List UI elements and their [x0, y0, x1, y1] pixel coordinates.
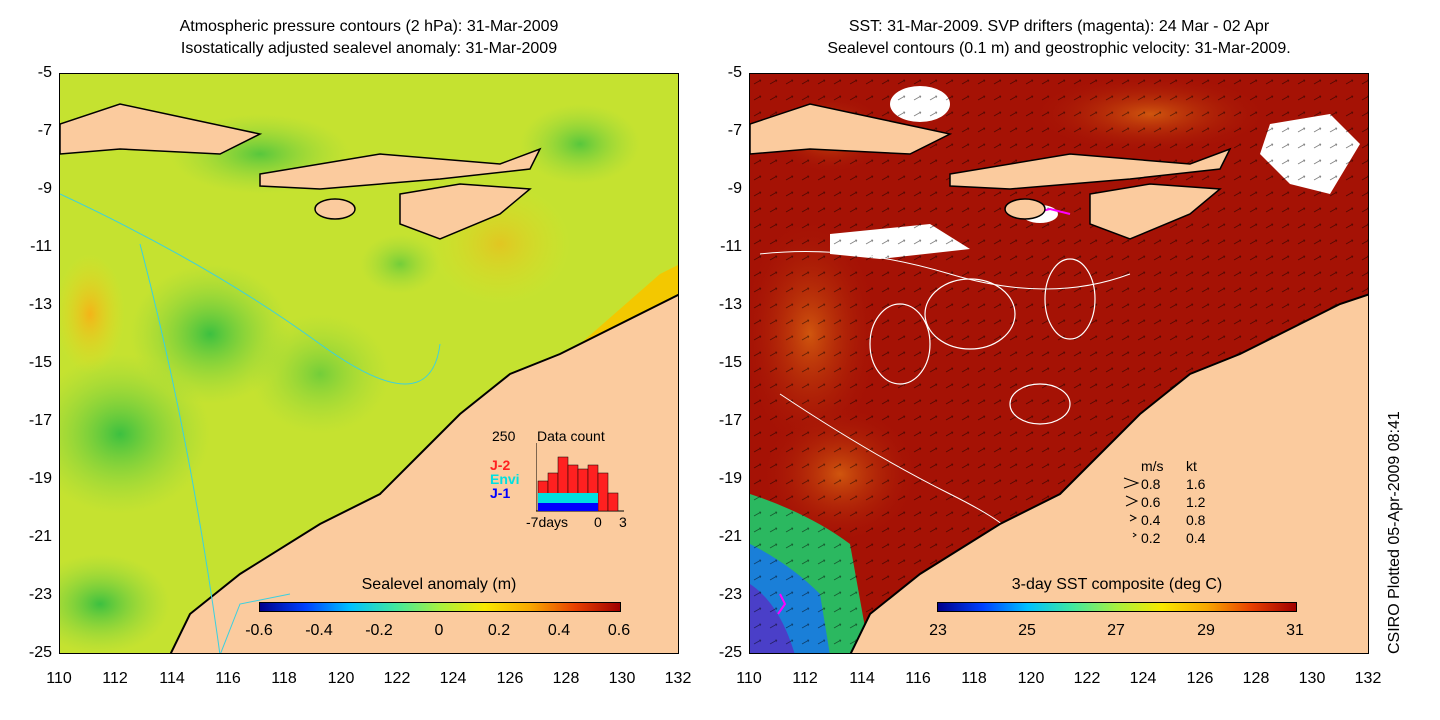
left-colorbar-label: 0.4 — [547, 622, 571, 639]
right-x-tick: 130 — [1298, 670, 1326, 687]
right-y-tick: -19 — [718, 470, 742, 487]
left-x-tick: 118 — [271, 670, 297, 687]
right-colorbar-label: 27 — [1107, 622, 1125, 639]
plot-credit: CSIRO Plotted 05-Apr-2009 08:41 — [1386, 411, 1403, 654]
right-y-tick: -7 — [727, 122, 742, 139]
right-x-tick: 114 — [849, 670, 875, 687]
data-count-max-label: 250 — [492, 428, 516, 444]
right-y-tick: -15 — [718, 354, 742, 371]
sst-map — [749, 73, 1369, 654]
right-y-tick: -11 — [720, 238, 742, 255]
left-colorbar-label: -0.2 — [365, 622, 393, 639]
velocity-legend-header-kt: kt — [1186, 458, 1197, 474]
sst-field — [750, 74, 1368, 653]
left-y-tick: -23 — [28, 586, 52, 603]
data-count-x-end: 3 — [619, 514, 627, 530]
left-y-tick: -19 — [28, 470, 52, 487]
right-y-tick: -13 — [718, 296, 742, 313]
right-colorbar-label: 31 — [1286, 622, 1304, 639]
left-title-line2: Isostatically adjusted sealevel anomaly:… — [180, 40, 558, 57]
right-colorbar-label: 23 — [929, 622, 947, 639]
left-x-tick: 126 — [496, 670, 524, 687]
right-x-tick: 124 — [1129, 670, 1157, 687]
right-x-tick: 132 — [1354, 670, 1382, 687]
left-y-tick: -21 — [28, 528, 52, 545]
left-x-tick: 122 — [383, 670, 411, 687]
left-colorbar — [259, 602, 621, 612]
left-y-tick: -13 — [28, 296, 52, 313]
velocity-legend-ms: 0.6 — [1141, 494, 1161, 510]
right-y-tick: -23 — [718, 586, 742, 603]
left-y-tick: -15 — [28, 354, 52, 371]
left-colorbar-label: 0 — [434, 622, 444, 639]
left-x-tick: 110 — [46, 670, 72, 687]
data-count-x-start: -7days — [526, 514, 569, 530]
velocity-legend-header-ms: m/s — [1141, 458, 1164, 474]
right-y-tick: -25 — [718, 644, 742, 661]
left-x-tick: 130 — [608, 670, 636, 687]
right-y-tick: -5 — [727, 64, 742, 81]
velocity-legend-kt: 1.2 — [1186, 494, 1206, 510]
right-x-tick: 118 — [961, 670, 987, 687]
velocity-legend-ms: 0.8 — [1141, 476, 1161, 492]
right-colorbar-label: 29 — [1197, 622, 1215, 639]
left-colorbar-title: Sealevel anomaly (m) — [361, 576, 517, 593]
left-colorbar-label: -0.6 — [245, 622, 273, 639]
right-y-tick: -9 — [727, 180, 742, 197]
left-y-tick: -25 — [28, 644, 52, 661]
sea-level-anomaly-map — [59, 73, 679, 654]
left-colorbar-label: 0.2 — [487, 622, 511, 639]
left-x-tick: 128 — [552, 670, 580, 687]
right-x-tick: 120 — [1017, 670, 1045, 687]
velocity-legend-kt: 0.8 — [1186, 512, 1206, 528]
sea-level-anomaly-field — [60, 74, 678, 653]
left-x-tick: 132 — [664, 670, 692, 687]
left-x-tick: 124 — [439, 670, 467, 687]
left-colorbar-label: 0.6 — [607, 622, 631, 639]
left-y-tick: -7 — [37, 122, 52, 139]
data-count-histogram — [536, 443, 624, 512]
data-count-series-j1: J-1 — [490, 485, 511, 501]
right-colorbar-label: 25 — [1018, 622, 1036, 639]
velocity-legend-kt: 0.4 — [1186, 530, 1206, 546]
data-count-series-envi: Envi — [490, 471, 520, 487]
left-y-tick: -9 — [37, 180, 52, 197]
velocity-legend-ms: 0.4 — [1141, 512, 1161, 528]
right-colorbar-title: 3-day SST composite (deg C) — [1011, 576, 1223, 593]
right-x-tick: 128 — [1242, 670, 1270, 687]
left-colorbar-label: -0.4 — [305, 622, 333, 639]
right-y-tick: -21 — [718, 528, 742, 545]
left-x-tick: 112 — [102, 670, 128, 687]
velocity-legend-ms: 0.2 — [1141, 530, 1161, 546]
velocity-legend-arrows — [1123, 477, 1140, 538]
data-count-x-zero: 0 — [594, 514, 602, 530]
right-title-line2: Sealevel contours (0.1 m) and geostrophi… — [827, 40, 1291, 57]
velocity-legend-kt: 1.6 — [1186, 476, 1206, 492]
right-y-tick: -17 — [718, 412, 742, 429]
right-title-line1: SST: 31-Mar-2009. SVP drifters (magenta)… — [848, 18, 1270, 35]
right-x-tick: 110 — [736, 670, 762, 687]
right-x-tick: 112 — [792, 670, 818, 687]
right-colorbar — [937, 602, 1297, 612]
right-x-tick: 116 — [905, 670, 931, 687]
left-y-tick: -17 — [28, 412, 52, 429]
left-y-tick: -11 — [30, 238, 52, 255]
right-x-tick: 126 — [1186, 670, 1214, 687]
left-x-tick: 114 — [159, 670, 185, 687]
right-x-tick: 122 — [1073, 670, 1101, 687]
data-count-series-j2: J-2 — [490, 457, 511, 473]
left-title-line1: Atmospheric pressure contours (2 hPa): 3… — [179, 18, 559, 35]
left-x-tick: 120 — [327, 670, 355, 687]
left-x-tick: 116 — [215, 670, 241, 687]
data-count-title: Data count — [537, 428, 605, 444]
left-y-tick: -5 — [37, 64, 52, 81]
